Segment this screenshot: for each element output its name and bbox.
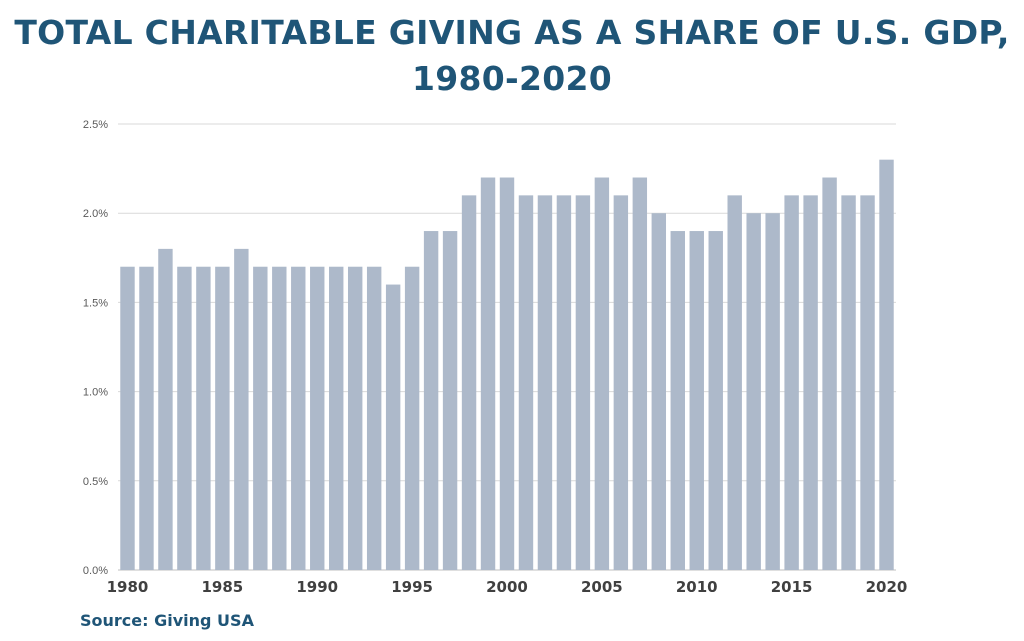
bar-1989: [291, 266, 306, 570]
bar-2020: [879, 159, 894, 570]
bar-1984: [196, 266, 211, 570]
x-tick-label: 1985: [201, 578, 243, 596]
bar-1980: [120, 266, 135, 570]
y-tick-label: 1.5%: [83, 297, 108, 309]
bar-1991: [329, 266, 344, 570]
y-tick-label: 2.0%: [83, 208, 108, 220]
bar-1985: [215, 266, 230, 570]
bar-2001: [518, 195, 534, 571]
chart-subtitle: 1980-2020: [411, 59, 613, 98]
bar-1986: [234, 248, 249, 570]
bar-2005: [594, 177, 610, 570]
bar-2018: [841, 195, 856, 571]
bar-2000: [499, 177, 515, 570]
x-tick-label: 2000: [486, 578, 528, 596]
x-tick-label: 2015: [771, 578, 813, 596]
bar-1983: [177, 266, 192, 570]
bar-1987: [253, 266, 268, 570]
bar-1988: [272, 266, 287, 570]
bar-1994: [385, 284, 401, 570]
bar-1998: [461, 195, 477, 571]
x-tick-label: 1980: [107, 578, 149, 596]
bar-2009: [670, 231, 685, 571]
bar-2004: [575, 195, 591, 571]
x-tick-label: 2010: [676, 578, 718, 596]
y-tick-label: 2.5%: [83, 119, 108, 131]
chart-title: TOTAL CHARITABLE GIVING AS A SHARE OF U.…: [0, 10, 1024, 102]
x-tick-label: 2020: [866, 578, 908, 596]
y-axis-ticks: 0.0% 0.5% 1.0% 1.5% 2.0% 2.5%: [83, 119, 108, 577]
bar-2002: [537, 195, 553, 571]
bar-2015: [784, 195, 799, 571]
chart-title-line: TOTAL CHARITABLE GIVING AS A SHARE OF U.…: [14, 13, 1010, 52]
y-tick-label: 0.0%: [83, 565, 108, 577]
bar-1990: [310, 266, 325, 570]
bar-2006: [613, 195, 629, 571]
bar-2019: [860, 195, 875, 571]
bar-1995: [404, 266, 420, 570]
x-tick-label: 1995: [391, 578, 433, 596]
x-tick-label: 2005: [581, 578, 623, 596]
bar-2014: [765, 213, 780, 570]
bar-1997: [442, 231, 458, 571]
bar-2013: [746, 213, 761, 570]
bar-2007: [632, 177, 648, 570]
bar-2008: [651, 213, 667, 570]
bar-series: [120, 159, 894, 571]
bar-2003: [556, 195, 572, 571]
bar-2011: [708, 231, 723, 571]
y-tick-label: 0.5%: [83, 476, 108, 488]
bar-1981: [139, 266, 154, 570]
x-axis-ticks: 1980 1985 1990 1995 2000 2005 2010 2015 2020: [107, 578, 908, 596]
bar-1982: [158, 248, 173, 570]
bar-2017: [822, 177, 837, 570]
y-tick-label: 1.0%: [83, 387, 108, 399]
bar-2010: [689, 231, 704, 571]
source-note: Source: Giving USA: [80, 611, 254, 630]
bar-1996: [423, 231, 439, 571]
bar-1992: [347, 266, 363, 570]
bar-2012: [727, 195, 742, 571]
x-tick-label: 1990: [296, 578, 338, 596]
bar-1999: [480, 177, 496, 570]
bar-1993: [366, 266, 382, 570]
bar-2016: [803, 195, 818, 571]
